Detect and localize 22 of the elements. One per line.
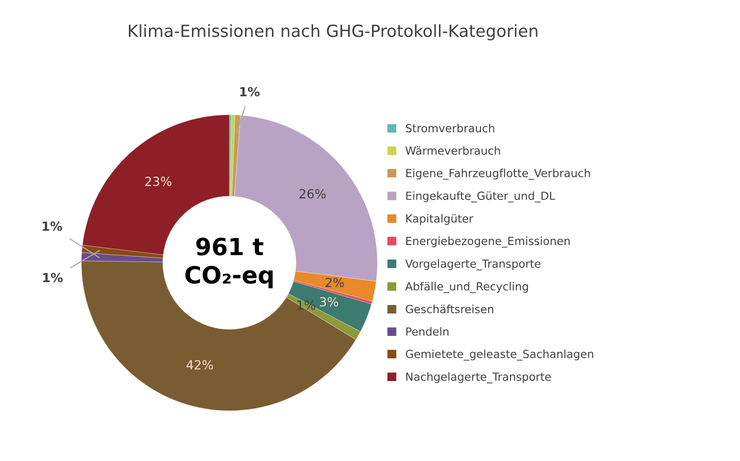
legend-label: Energiebezogene_Emissionen [406, 236, 570, 248]
legend-label: Stromverbrauch [406, 124, 494, 132]
data-label: 1% [43, 272, 63, 282]
data-label: 3% [320, 297, 338, 307]
legend-label: Geschäftsreisen [406, 304, 494, 314]
data-label: 23% [145, 176, 172, 186]
legend-label: Abfälle_und_Recycling [405, 282, 528, 294]
legend-label: Gemietete_geleaste_Sachanlagen [406, 350, 594, 361]
data-label: 26% [300, 189, 326, 199]
legend-label: Pendeln [406, 327, 448, 336]
data-label: 2% [326, 278, 344, 288]
legend-label: Kapitalgüter [406, 214, 474, 225]
legend-label: Eigene_Fahrzeugflotte_Verbrauch [406, 168, 590, 180]
data-label: 1% [240, 86, 260, 96]
legend-label: Nachgelagerte_Transporte [406, 372, 551, 384]
text: 961 t CO₂-eq [185, 238, 273, 288]
chart-title: Klima-Emissionen nach GHG-Protokoll-Kategorien [128, 24, 538, 40]
legend-label: Vorgelagerte_Transporte [405, 259, 540, 270]
data-label: 42% [186, 360, 213, 370]
data-label: 1% [42, 221, 62, 231]
legend-label: Eingekaufte_Güter_und_DL [406, 191, 556, 202]
legend-label: Wärmeverbrauch [406, 146, 500, 155]
